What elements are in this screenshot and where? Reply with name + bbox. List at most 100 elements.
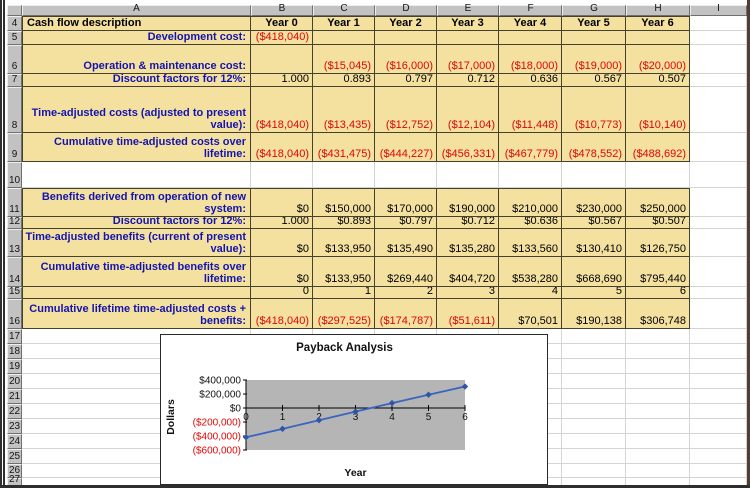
cell-G26[interactable] bbox=[562, 464, 626, 478]
cell-H8[interactable]: ($10,140) bbox=[626, 87, 690, 133]
cell-I17[interactable] bbox=[690, 329, 747, 344]
cell-C8[interactable]: ($13,435) bbox=[313, 87, 375, 133]
cell-F16[interactable]: $70,501 bbox=[499, 299, 562, 329]
cell-H11[interactable]: $250,000 bbox=[626, 188, 690, 217]
payback-chart-object[interactable]: Payback Analysis $400,000 $200,000 $0 ($200,… bbox=[160, 334, 548, 485]
cell-G13[interactable]: $130,410 bbox=[562, 229, 626, 257]
cell-C12[interactable]: $0.893 bbox=[313, 217, 375, 229]
cell-A7[interactable]: Discount factors for 12%: bbox=[22, 74, 251, 87]
cell-G4[interactable]: Year 5 bbox=[562, 16, 626, 31]
row-header-15[interactable]: 15 bbox=[7, 286, 22, 299]
cell-H12[interactable]: $0.507 bbox=[626, 217, 690, 229]
cell-I18[interactable] bbox=[690, 344, 747, 359]
cell-B16[interactable]: ($418,040) bbox=[251, 299, 313, 329]
row-header-11[interactable]: 11 bbox=[7, 188, 22, 217]
cell-H14[interactable]: $795,440 bbox=[626, 257, 690, 287]
cell-I7[interactable] bbox=[690, 74, 747, 87]
cell-G20[interactable] bbox=[562, 374, 626, 389]
cell-D5[interactable] bbox=[375, 31, 437, 45]
cell-G18[interactable] bbox=[562, 344, 626, 359]
cell-E15[interactable]: 3 bbox=[437, 287, 499, 299]
cell-B11[interactable]: $0 bbox=[251, 188, 313, 217]
cell-D12[interactable]: $0.797 bbox=[375, 217, 437, 229]
cell-H25[interactable] bbox=[626, 449, 690, 464]
cell-C7[interactable]: 0.893 bbox=[313, 74, 375, 87]
cell-G24[interactable] bbox=[562, 434, 626, 449]
row-header-22[interactable]: 22 bbox=[7, 404, 22, 419]
cell-A5[interactable]: Development cost: bbox=[22, 31, 251, 45]
cell-B6[interactable] bbox=[251, 45, 313, 74]
cell-B9[interactable]: ($418,040) bbox=[251, 133, 313, 162]
cell-F12[interactable]: $0.636 bbox=[499, 217, 562, 229]
select-all-corner[interactable] bbox=[7, 5, 22, 16]
row-header-18[interactable]: 18 bbox=[7, 344, 22, 359]
cell-D6[interactable]: ($16,000) bbox=[375, 45, 437, 74]
cell-E6[interactable]: ($17,000) bbox=[437, 45, 499, 74]
cell-B14[interactable]: $0 bbox=[251, 257, 313, 287]
cell-H22[interactable] bbox=[626, 404, 690, 419]
cell-C9[interactable]: ($431,475) bbox=[313, 133, 375, 162]
cell-G5[interactable] bbox=[562, 31, 626, 45]
cell-G8[interactable]: ($10,773) bbox=[562, 87, 626, 133]
column-header-F[interactable]: F bbox=[499, 3, 562, 16]
cell-C13[interactable]: $133,950 bbox=[313, 229, 375, 257]
cell-I16[interactable] bbox=[690, 299, 747, 329]
cell-I23[interactable] bbox=[690, 419, 747, 434]
cell-G6[interactable]: ($19,000) bbox=[562, 45, 626, 74]
cell-A11[interactable]: Benefits derived from operation of new s… bbox=[22, 188, 251, 217]
cell-A12[interactable]: Discount factors for 12%: bbox=[22, 217, 251, 229]
column-header-H[interactable]: H bbox=[626, 3, 690, 16]
cell-H16[interactable]: $306,748 bbox=[626, 299, 690, 329]
cell-C14[interactable]: $133,950 bbox=[313, 257, 375, 287]
cell-E10[interactable] bbox=[437, 162, 499, 188]
cell-H7[interactable]: 0.507 bbox=[626, 74, 690, 87]
cell-D8[interactable]: ($12,752) bbox=[375, 87, 437, 133]
row-header-9[interactable]: 9 bbox=[7, 133, 22, 162]
cell-I22[interactable] bbox=[690, 404, 747, 419]
cell-G14[interactable]: $668,690 bbox=[562, 257, 626, 287]
cell-C4[interactable]: Year 1 bbox=[313, 16, 375, 31]
cell-A8[interactable]: Time-adjusted costs (adjusted to present… bbox=[22, 87, 251, 133]
cell-E13[interactable]: $135,280 bbox=[437, 229, 499, 257]
cell-F5[interactable] bbox=[499, 31, 562, 45]
row-header-12[interactable]: 12 bbox=[7, 216, 22, 229]
cell-F8[interactable]: ($11,448) bbox=[499, 87, 562, 133]
cell-H19[interactable] bbox=[626, 359, 690, 374]
cell-I11[interactable] bbox=[690, 188, 747, 217]
cell-F6[interactable]: ($18,000) bbox=[499, 45, 562, 74]
cell-I26[interactable] bbox=[690, 464, 747, 478]
cell-G16[interactable]: $190,138 bbox=[562, 299, 626, 329]
cell-G15[interactable]: 5 bbox=[562, 287, 626, 299]
row-header-16[interactable]: 16 bbox=[7, 299, 22, 329]
cell-E11[interactable]: $190,000 bbox=[437, 188, 499, 217]
row-header-17[interactable]: 17 bbox=[7, 329, 22, 344]
column-header-C[interactable]: C bbox=[313, 3, 375, 16]
cell-B8[interactable]: ($418,040) bbox=[251, 87, 313, 133]
cell-I4[interactable] bbox=[690, 16, 747, 31]
cell-E14[interactable]: $404,720 bbox=[437, 257, 499, 287]
row-header-6[interactable]: 6 bbox=[7, 45, 22, 74]
row-header-19[interactable]: 19 bbox=[7, 359, 22, 374]
cell-B5[interactable]: ($418,040) bbox=[251, 31, 313, 45]
cell-I8[interactable] bbox=[690, 87, 747, 133]
cell-I9[interactable] bbox=[690, 133, 747, 162]
cell-D7[interactable]: 0.797 bbox=[375, 74, 437, 87]
cell-H23[interactable] bbox=[626, 419, 690, 434]
cell-C15[interactable]: 1 bbox=[313, 287, 375, 299]
cell-H21[interactable] bbox=[626, 389, 690, 404]
cell-G7[interactable]: 0.567 bbox=[562, 74, 626, 87]
cell-I24[interactable] bbox=[690, 434, 747, 449]
cell-E4[interactable]: Year 3 bbox=[437, 16, 499, 31]
cell-E5[interactable] bbox=[437, 31, 499, 45]
column-header-I[interactable]: I bbox=[690, 3, 747, 16]
row-header-7[interactable]: 7 bbox=[7, 74, 22, 87]
cell-G12[interactable]: $0.567 bbox=[562, 217, 626, 229]
cell-E7[interactable]: 0.712 bbox=[437, 74, 499, 87]
cell-B15[interactable]: 0 bbox=[251, 287, 313, 299]
cell-B10[interactable] bbox=[251, 162, 313, 188]
cell-G22[interactable] bbox=[562, 404, 626, 419]
cell-D15[interactable]: 2 bbox=[375, 287, 437, 299]
cell-B4[interactable]: Year 0 bbox=[251, 16, 313, 31]
row-header-13[interactable]: 13 bbox=[7, 229, 22, 257]
column-header-B[interactable]: B bbox=[251, 3, 313, 16]
